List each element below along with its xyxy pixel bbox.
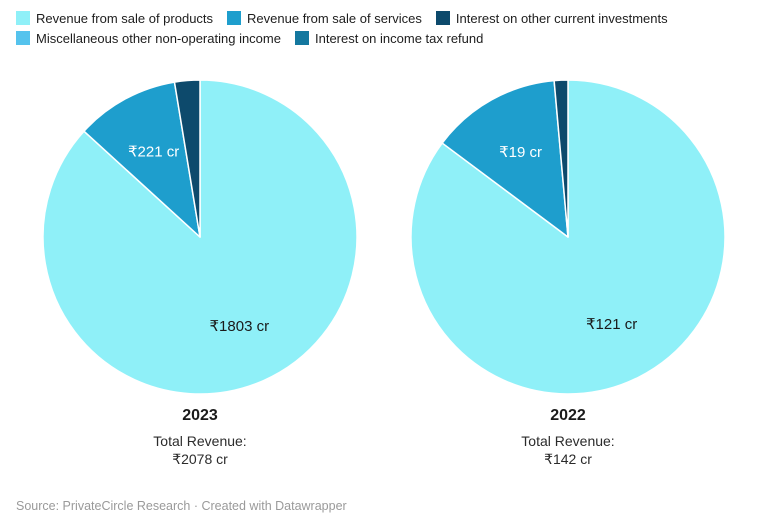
pie-chart-2022: ₹121 cr ₹19 cr xyxy=(410,79,726,395)
pie-chart-2023: ₹1803 cr ₹221 cr xyxy=(42,79,358,395)
legend-swatch-icon xyxy=(227,11,242,25)
slice-value-label: ₹1803 cr xyxy=(210,318,270,335)
pie-figure-2023: ₹1803 cr ₹221 cr 2023 Total Revenue: ₹207… xyxy=(16,76,384,468)
legend-label: Revenue from sale of services xyxy=(247,10,422,26)
pies-row: ₹1803 cr ₹221 cr 2023 Total Revenue: ₹207… xyxy=(16,76,752,468)
pie-slice[interactable] xyxy=(441,79,569,238)
slice-value-label: ₹221 cr xyxy=(128,144,179,161)
total-revenue-value: ₹2078 cr xyxy=(172,451,228,467)
pie-total-block: Total Revenue: ₹142 cr xyxy=(521,432,614,468)
slice-value-label: ₹19 cr xyxy=(499,144,542,161)
pie-slice[interactable] xyxy=(83,81,201,238)
source-attribution: Source: PrivateCircle Research · Created… xyxy=(16,499,347,513)
legend-swatch-icon xyxy=(435,11,450,25)
pie-total-block: Total Revenue: ₹2078 cr xyxy=(153,432,246,468)
legend-label: Interest on income tax refund xyxy=(314,30,484,46)
legend-item: Interest on other current investments xyxy=(435,8,668,28)
legend-label: Interest on other current investments xyxy=(455,10,668,26)
total-revenue-value: ₹142 cr xyxy=(544,451,592,467)
pie-year-label: 2022 xyxy=(550,407,586,424)
legend-swatch-icon xyxy=(16,31,30,45)
pie-year-label: 2023 xyxy=(182,407,218,424)
legend-swatch-icon xyxy=(294,31,309,45)
legend-item: Revenue from sale of products xyxy=(16,8,213,28)
total-revenue-caption: Total Revenue: xyxy=(521,433,615,449)
legend-item: Interest on income tax refund xyxy=(294,28,484,48)
legend-label: Revenue from sale of products xyxy=(36,10,214,26)
pie-caption: 2022 Total Revenue: ₹142 cr xyxy=(521,407,614,468)
pie-slice[interactable] xyxy=(553,79,569,238)
pie-caption: 2023 Total Revenue: ₹2078 cr xyxy=(153,407,246,468)
legend: Revenue from sale of products Revenue fro… xyxy=(16,8,752,48)
legend-item: Revenue from sale of services xyxy=(227,8,422,28)
pie-figure-2022: ₹121 cr ₹19 cr 2022 Total Revenue: ₹142 c… xyxy=(384,76,752,468)
legend-item: Miscellaneous other non-operating income xyxy=(16,28,281,48)
total-revenue-caption: Total Revenue: xyxy=(153,433,247,449)
legend-label: Miscellaneous other non-operating income xyxy=(36,30,281,46)
legend-swatch-icon xyxy=(16,11,30,25)
pie-slice[interactable] xyxy=(173,79,201,238)
slice-value-label: ₹121 cr xyxy=(586,316,637,333)
